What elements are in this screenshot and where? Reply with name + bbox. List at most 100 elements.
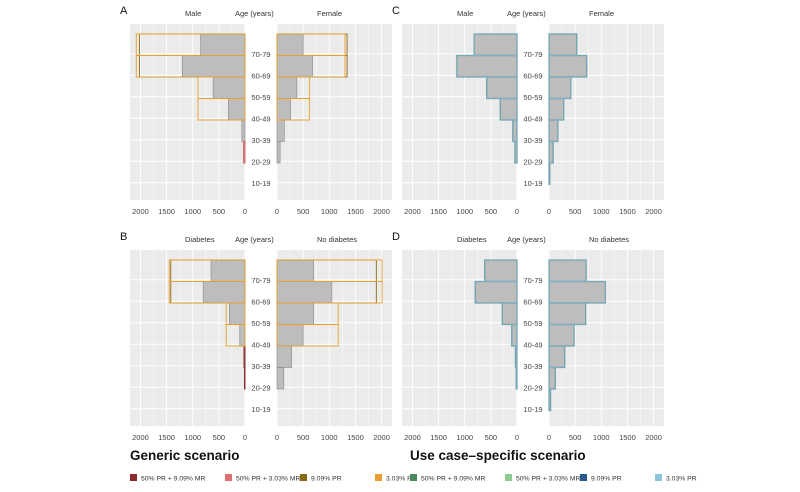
- scenario-bar-left: [135, 55, 246, 78]
- scenario-bar-left: [515, 366, 518, 390]
- legend-swatch: [300, 474, 307, 481]
- age-tick-label: 50-59: [251, 319, 270, 328]
- age-axis-title: Age (years): [235, 9, 274, 18]
- left-group-label: Diabetes: [457, 235, 487, 244]
- x-tick-label: 1500: [347, 207, 364, 216]
- legend-swatch: [130, 474, 137, 481]
- base-bar-right: [548, 55, 587, 78]
- base-bar-right: [548, 367, 556, 390]
- x-tick-label: 1000: [456, 207, 473, 216]
- scenario-bar-left: [197, 98, 246, 121]
- x-tick-label: 0: [243, 207, 247, 216]
- x-tick-label: 2000: [645, 433, 662, 442]
- x-tick-label: 1000: [184, 433, 201, 442]
- age-tick-label: 10-19: [523, 405, 542, 414]
- base-bar-right: [548, 141, 554, 164]
- scenario-bar-right: [276, 55, 346, 78]
- x-tick-label: 2000: [373, 433, 390, 442]
- legend-swatch: [580, 474, 587, 481]
- x-tick-label: 0: [547, 207, 551, 216]
- scenario-bar-left: [474, 280, 518, 304]
- x-tick-label: 1000: [321, 433, 338, 442]
- x-tick-label: 1500: [619, 207, 636, 216]
- x-tick-label: 1500: [430, 433, 447, 442]
- legend-label: 50% PR + 3.03% MR: [236, 476, 301, 483]
- scenario-bar-right: [548, 140, 554, 164]
- base-bar-left: [227, 98, 246, 121]
- x-tick-label: 1500: [158, 207, 175, 216]
- left-group-label: Male: [185, 9, 201, 18]
- base-bar-right: [276, 281, 333, 304]
- age-tick-label: 70-79: [251, 276, 270, 285]
- base-bar-right: [548, 302, 586, 325]
- legend-swatch: [655, 474, 662, 481]
- left-group-label: Diabetes: [185, 235, 215, 244]
- age-tick-label: 20-29: [251, 383, 270, 392]
- age-tick-label: 50-59: [523, 93, 542, 102]
- scenario-bar-right: [276, 324, 339, 347]
- x-tick-label: 0: [547, 433, 551, 442]
- scenario-bar-left: [499, 97, 518, 121]
- panel-letter: A: [120, 5, 128, 17]
- base-bar-right: [276, 119, 285, 142]
- panel-letter: C: [392, 5, 400, 17]
- base-bar-right: [276, 345, 292, 368]
- age-tick-label: 20-29: [251, 157, 270, 166]
- legend-label: 50% PR + 3.03% MR: [516, 476, 581, 483]
- age-tick-label: 70-79: [523, 276, 542, 285]
- base-bar-left: [181, 55, 246, 78]
- base-bar-left: [473, 33, 518, 56]
- scenario-bar-left: [514, 140, 518, 164]
- base-bar-right: [548, 281, 606, 304]
- x-tick-label: 1500: [158, 433, 175, 442]
- scenario-bar-right: [548, 162, 551, 186]
- age-tick-label: 10-19: [523, 179, 542, 188]
- scenario-bar-right: [276, 98, 310, 121]
- scenario-bar-left: [225, 324, 246, 347]
- legend-label: 50% PR + 9.09% MR: [421, 476, 486, 483]
- age-tick-label: 30-39: [523, 136, 542, 145]
- generic-scenario-title: Generic scenario: [130, 448, 240, 463]
- x-tick-label: 2000: [404, 207, 421, 216]
- base-bar-left: [229, 302, 246, 325]
- base-bar-right: [276, 302, 314, 325]
- right-group-label: Female: [317, 9, 342, 18]
- x-tick-label: 500: [297, 207, 310, 216]
- base-bar-left: [511, 324, 518, 347]
- base-bar-right: [548, 259, 587, 282]
- panel-c: C Male Age (years) Female 70-79 60-69 50-59 40-…: [392, 5, 664, 216]
- x-tick-label: 500: [213, 207, 226, 216]
- scenario-bar-right: [548, 345, 566, 369]
- legend-label: 3.03% PR: [666, 476, 697, 483]
- x-tick-label: 1500: [347, 433, 364, 442]
- scenario-bar-right: [548, 366, 556, 390]
- base-bar-right: [276, 259, 314, 282]
- age-tick-label: 40-49: [523, 114, 542, 123]
- base-bar-left: [484, 259, 518, 282]
- panel-letter: B: [120, 231, 127, 243]
- age-tick-label: 70-79: [251, 50, 270, 59]
- age-tick-label: 40-49: [523, 340, 542, 349]
- age-tick-label: 30-39: [523, 362, 542, 371]
- base-bar-left: [486, 76, 518, 99]
- base-bar-left: [212, 76, 246, 99]
- scenario-bar-right: [548, 388, 552, 412]
- age-tick-label: 30-39: [251, 362, 270, 371]
- scenario-bar-left: [501, 302, 518, 326]
- right-group-label: No diabetes: [589, 235, 629, 244]
- age-tick-label: 20-29: [523, 157, 542, 166]
- scenario-bar-left: [243, 141, 246, 164]
- base-bar-left: [502, 302, 518, 325]
- legend-label: 3.03% PR: [386, 476, 417, 483]
- legend-generic: Generic scenario 50% PR + 9.09% MR 50% PR …: [130, 448, 417, 483]
- legend-swatch: [225, 474, 232, 481]
- base-bar-left: [499, 98, 518, 121]
- right-group-label: No diabetes: [317, 235, 357, 244]
- x-tick-label: 1000: [184, 207, 201, 216]
- panel-a: A Male Age (years) Female 70-79 60-69 50-59 40-…: [120, 5, 392, 216]
- x-tick-label: 500: [569, 433, 582, 442]
- x-tick-label: 1500: [619, 433, 636, 442]
- x-tick-label: 1000: [593, 433, 610, 442]
